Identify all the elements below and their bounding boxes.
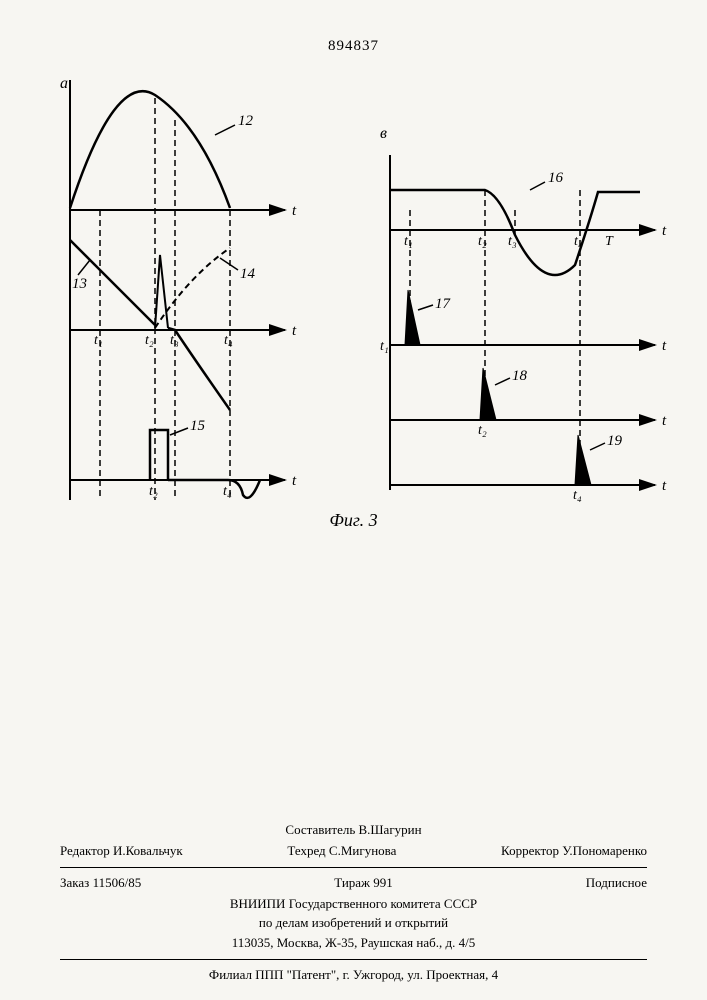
credits-row: Редактор И.Ковальчук Техред С.Мигунова К… [60, 842, 647, 861]
t4-b4: t₄ [573, 488, 582, 503]
divider-2 [60, 959, 647, 960]
page: 894837 а t [0, 0, 707, 1000]
axis-t-b2: t [662, 338, 667, 354]
axis-t-b1: t [662, 223, 667, 239]
label-18: 18 [512, 368, 528, 384]
footer-block: Составитель В.Шагурин Редактор И.Ковальч… [0, 820, 707, 986]
t1-b: t₁ [404, 234, 413, 249]
t1-b2: t₁ [380, 339, 389, 354]
label-13: 13 [72, 276, 87, 292]
panel-b: в t 16 t₁ t₂ t₃ [380, 125, 667, 503]
axis-t-2: t [292, 323, 297, 339]
label-15: 15 [190, 418, 206, 434]
branch-line: Филиал ППП "Патент", г. Ужгород, ул. Про… [60, 966, 647, 985]
t2-b3: t₂ [478, 423, 487, 438]
order-row: Заказ 11506/85 Тираж 991 Подписное [60, 874, 647, 893]
t4-a: t₄ [224, 333, 233, 348]
label-14: 14 [240, 266, 256, 282]
axis-t-1: t [292, 203, 297, 219]
figure-caption: Фиг. 3 [0, 510, 707, 531]
axis-t-b3: t [662, 413, 667, 429]
figure-svg: а t 12 t [0, 70, 707, 530]
t2-b1: t₂ [478, 234, 487, 249]
label-16: 16 [548, 170, 564, 186]
address-line: 113035, Москва, Ж-35, Раушская наб., д. … [60, 934, 647, 953]
t1-a: t₁ [94, 333, 103, 348]
compiler-line: Составитель В.Шагурин [60, 821, 647, 840]
divider-1 [60, 867, 647, 868]
label-12: 12 [238, 113, 254, 129]
axis-t-b4: t [662, 478, 667, 494]
label-17: 17 [435, 296, 452, 312]
t2-a: t₂ [145, 333, 154, 348]
figure-3: а t 12 t [0, 70, 707, 530]
label-19: 19 [607, 433, 623, 449]
t2-a-3: t₂ [149, 484, 158, 499]
t4-a-3: t₄ [223, 484, 232, 499]
t3-b: t₃ [508, 234, 517, 249]
document-number: 894837 [0, 38, 707, 55]
t4-b1: t₄ [574, 234, 583, 249]
panel-a-title: а [60, 75, 68, 92]
org-line2: по делам изобретений и открытий [60, 914, 647, 933]
T-b: T [605, 234, 614, 249]
panel-a: а t 12 t [60, 75, 297, 500]
org-line1: ВНИИПИ Государственного комитета СССР [60, 895, 647, 914]
panel-b-title: в [380, 125, 387, 142]
axis-t-3: t [292, 473, 297, 489]
